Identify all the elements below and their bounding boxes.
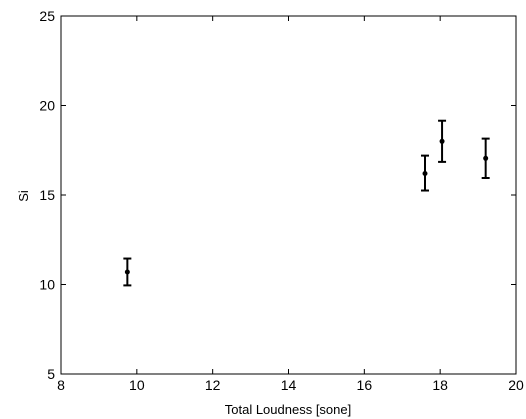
x-tick-label: 16 bbox=[357, 377, 373, 393]
data-point bbox=[439, 138, 445, 144]
x-tick-label: 20 bbox=[508, 377, 524, 393]
x-tick-label: 10 bbox=[129, 377, 145, 393]
x-axis-ticks: 8 10 12 14 16 18 20 bbox=[57, 16, 524, 393]
y-axis-label: Si bbox=[16, 190, 31, 202]
x-tick-label: 18 bbox=[432, 377, 448, 393]
data-points bbox=[123, 119, 490, 287]
data-point-group bbox=[481, 137, 490, 179]
y-tick-label: 10 bbox=[39, 277, 55, 293]
plot-area bbox=[60, 15, 517, 375]
y-tick-label: 15 bbox=[39, 187, 55, 203]
y-tick-label: 5 bbox=[47, 366, 55, 382]
data-point bbox=[483, 155, 489, 161]
data-point bbox=[422, 171, 428, 177]
data-point-group bbox=[438, 119, 447, 163]
y-tick-label: 20 bbox=[39, 98, 55, 114]
y-axis-ticks: 5 10 15 20 25 bbox=[39, 8, 516, 382]
x-tick-label: 12 bbox=[205, 377, 221, 393]
y-tick-label: 25 bbox=[39, 8, 55, 24]
x-tick-label: 8 bbox=[57, 377, 65, 393]
data-point bbox=[124, 269, 130, 275]
data-point-group bbox=[123, 257, 132, 287]
x-axis-label: Total Loudness [sone] bbox=[225, 402, 351, 417]
x-tick-label: 14 bbox=[281, 377, 297, 393]
data-point-group bbox=[421, 154, 429, 192]
